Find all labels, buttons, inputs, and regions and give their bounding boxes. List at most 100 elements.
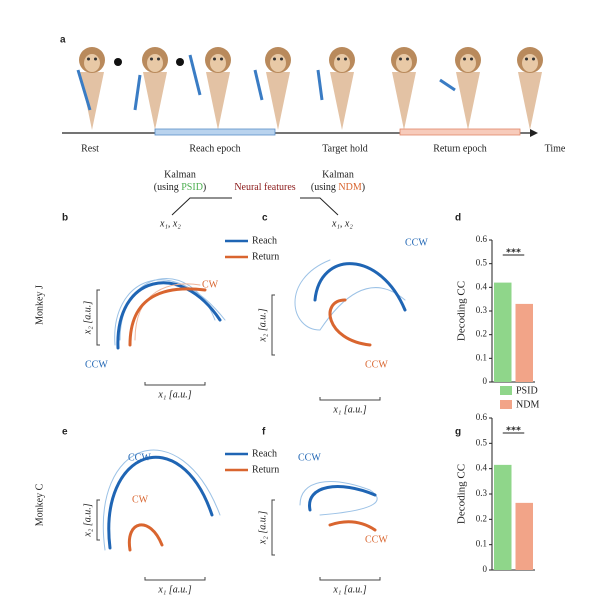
flow-method: (using PSID) bbox=[154, 182, 207, 193]
ccw-label: CCW bbox=[298, 452, 321, 463]
y-tick-label: 0.1 bbox=[476, 352, 487, 362]
row-label: Monkey C bbox=[34, 483, 45, 526]
reach-epoch-bar bbox=[154, 128, 276, 136]
y-axis-label: Decoding CC bbox=[456, 464, 468, 524]
epoch-label: Return epoch bbox=[433, 143, 487, 154]
method: NDM bbox=[338, 182, 361, 193]
epoch-label: Reach epoch bbox=[189, 143, 240, 154]
bar bbox=[515, 502, 533, 570]
monkey bbox=[329, 47, 355, 130]
target bbox=[114, 58, 122, 66]
bar bbox=[515, 303, 533, 382]
text: ) bbox=[362, 182, 365, 193]
y-axis-label: x₂ [a.u.] bbox=[257, 511, 268, 545]
panel-label: c bbox=[262, 213, 268, 224]
ccw-label: CCW bbox=[365, 359, 388, 370]
states: x₁, x₂ bbox=[159, 218, 181, 229]
epoch-label: Rest bbox=[81, 143, 99, 154]
trajectory-labels: Reach Return Reach Return CCW CW CCW CCW… bbox=[85, 235, 428, 545]
flow-method: (using NDM) bbox=[311, 182, 365, 193]
return-epoch-bar bbox=[399, 128, 521, 136]
arm bbox=[76, 54, 456, 111]
epoch-label: Target hold bbox=[322, 143, 368, 154]
y-tick-label: 0.4 bbox=[476, 463, 488, 473]
bar bbox=[494, 282, 512, 382]
center-box: Neural features bbox=[234, 182, 295, 193]
trial bbox=[114, 279, 226, 346]
monkey bbox=[391, 47, 417, 130]
panel-label: e bbox=[62, 427, 68, 438]
y-tick-label: 0.3 bbox=[476, 488, 488, 498]
text: ) bbox=[203, 182, 206, 193]
panel-label: a bbox=[60, 35, 66, 46]
trial bbox=[134, 283, 201, 341]
flow-title: Kalman bbox=[322, 169, 354, 180]
monkey bbox=[142, 47, 168, 130]
y-tick-label: 0.6 bbox=[476, 234, 488, 244]
y-tick-label: 0.4 bbox=[476, 281, 488, 291]
y-tick-label: 0.5 bbox=[476, 437, 488, 447]
ccw-label: CCW bbox=[365, 534, 388, 545]
monkey bbox=[265, 47, 291, 130]
scale-bar bbox=[96, 499, 206, 581]
bar bbox=[494, 464, 512, 570]
trial bbox=[119, 278, 216, 341]
x-axis-label: x₁ [a.u.] bbox=[332, 404, 366, 415]
y-axis-label: x₂ [a.u.] bbox=[257, 308, 268, 342]
timeline-arrow bbox=[530, 129, 538, 137]
y-axis-label: x₂ [a.u.] bbox=[82, 301, 93, 335]
time-label: Time bbox=[545, 143, 566, 154]
monkeys bbox=[76, 47, 543, 130]
ccw-label: CCW bbox=[128, 452, 151, 463]
scale-bar bbox=[271, 499, 381, 581]
trial bbox=[294, 259, 406, 331]
y-tick-label: 0.2 bbox=[476, 513, 487, 523]
x-axis-label: x₁ [a.u.] bbox=[157, 584, 191, 595]
significance: *** bbox=[506, 247, 521, 258]
panel-label: g bbox=[455, 427, 461, 438]
legend-label: Reach bbox=[252, 448, 277, 459]
legend-label: PSID bbox=[516, 385, 538, 396]
legend-label: Reach bbox=[252, 235, 277, 246]
row-label: Monkey J bbox=[34, 285, 45, 325]
cw-label: CW bbox=[202, 279, 219, 290]
panel-label: d bbox=[455, 213, 461, 224]
legend-label: Return bbox=[252, 251, 279, 262]
legend-swatch bbox=[500, 400, 512, 409]
y-tick-label: 0.1 bbox=[476, 539, 487, 549]
states: x₁, x₂ bbox=[331, 218, 353, 229]
method: PSID bbox=[181, 182, 203, 193]
y-tick-label: 0.5 bbox=[476, 258, 488, 268]
y-tick-label: 0.3 bbox=[476, 305, 488, 315]
y-axis-label: x₂ [a.u.] bbox=[82, 503, 93, 537]
legend-label: NDM bbox=[516, 399, 539, 410]
trajectory-axes: x₂ [a.u.] x₁ [a.u.] x₂ [a.u.] x₁ [a.u.] x₂ [… bbox=[82, 289, 381, 595]
panel-label: f bbox=[262, 427, 266, 438]
significance: *** bbox=[506, 425, 521, 436]
monkey bbox=[205, 47, 231, 130]
legend-swatch bbox=[500, 386, 512, 395]
target bbox=[176, 58, 184, 66]
mean-reach bbox=[116, 281, 222, 350]
x-axis-label: x₁ [a.u.] bbox=[332, 584, 366, 595]
monkey bbox=[517, 47, 543, 130]
cw-label: CW bbox=[132, 494, 149, 505]
trajectories bbox=[102, 259, 407, 552]
trial bbox=[299, 481, 378, 516]
scale-bar bbox=[271, 294, 381, 401]
flow-arrows bbox=[171, 197, 339, 216]
mean-reach bbox=[313, 262, 407, 312]
panel-label: b bbox=[62, 213, 68, 224]
flow-title: Kalman bbox=[164, 169, 196, 180]
mean-return bbox=[328, 298, 372, 347]
y-tick-label: 0 bbox=[483, 376, 488, 386]
legend-label: Return bbox=[252, 464, 279, 475]
y-tick-label: 0.6 bbox=[476, 412, 488, 422]
bar-charts: 0 0.1 0.2 0.3 0.4 0.5 0.6 Decoding CC *** 0 0.1 0.2… bbox=[456, 234, 540, 574]
mean-reach bbox=[107, 455, 214, 550]
mean-return bbox=[127, 523, 164, 552]
monkey bbox=[455, 47, 481, 130]
scale-bar bbox=[96, 289, 206, 386]
x-axis-label: x₁ [a.u.] bbox=[157, 389, 191, 400]
